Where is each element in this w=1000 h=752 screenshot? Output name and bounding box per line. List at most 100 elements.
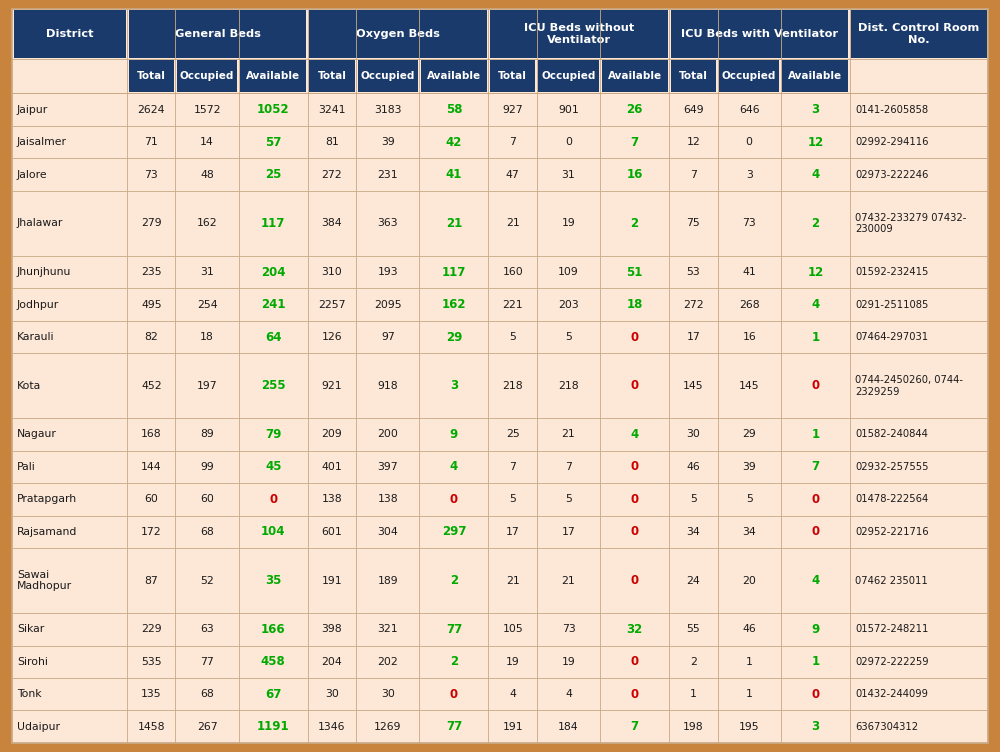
Text: Pratapgarh: Pratapgarh <box>17 494 77 505</box>
Text: 97: 97 <box>381 332 395 342</box>
Text: 1191: 1191 <box>257 720 290 733</box>
Text: 34: 34 <box>686 527 700 537</box>
Text: 45: 45 <box>265 460 282 474</box>
Text: 39: 39 <box>381 137 395 147</box>
Text: 2624: 2624 <box>138 105 165 114</box>
Text: 193: 193 <box>377 267 398 277</box>
Text: 458: 458 <box>261 655 286 669</box>
Text: 221: 221 <box>502 299 523 310</box>
Text: 0: 0 <box>269 493 277 506</box>
Text: 9: 9 <box>811 623 819 635</box>
Text: Occupied: Occupied <box>180 71 234 81</box>
Text: 0: 0 <box>811 493 819 506</box>
Text: 7: 7 <box>631 135 639 149</box>
Text: 77: 77 <box>446 623 462 635</box>
Text: 272: 272 <box>683 299 704 310</box>
Text: Total: Total <box>137 71 166 81</box>
Text: 30: 30 <box>325 690 339 699</box>
Text: Total: Total <box>318 71 346 81</box>
Text: 64: 64 <box>265 331 282 344</box>
Text: 25: 25 <box>506 429 520 439</box>
Text: Sawai
Madhopur: Sawai Madhopur <box>17 570 72 591</box>
Text: 0: 0 <box>631 493 639 506</box>
Text: 02992-294116: 02992-294116 <box>855 137 928 147</box>
Text: 77: 77 <box>446 720 462 733</box>
Text: 168: 168 <box>141 429 162 439</box>
Text: 75: 75 <box>686 218 700 229</box>
Text: 191: 191 <box>322 575 342 586</box>
Text: 0: 0 <box>811 688 819 701</box>
Text: 0291-2511085: 0291-2511085 <box>855 299 928 310</box>
Text: 2: 2 <box>811 217 819 230</box>
Text: 46: 46 <box>742 624 756 634</box>
Text: 0: 0 <box>631 688 639 701</box>
Text: 166: 166 <box>261 623 286 635</box>
Text: Available: Available <box>788 71 842 81</box>
Text: 12: 12 <box>807 135 823 149</box>
Bar <box>782 60 848 92</box>
Text: 7: 7 <box>631 720 639 733</box>
Text: 19: 19 <box>562 218 575 229</box>
Text: 67: 67 <box>265 688 281 701</box>
Text: 02932-257555: 02932-257555 <box>855 462 928 472</box>
Text: 203: 203 <box>558 299 579 310</box>
Text: 363: 363 <box>377 218 398 229</box>
Text: 0141-2605858: 0141-2605858 <box>855 105 928 114</box>
Text: 01582-240844: 01582-240844 <box>855 429 928 439</box>
Text: 1346: 1346 <box>318 722 346 732</box>
Text: 279: 279 <box>141 218 162 229</box>
Text: Occupied: Occupied <box>361 71 415 81</box>
Text: 1572: 1572 <box>193 105 221 114</box>
Text: 195: 195 <box>739 722 759 732</box>
Bar <box>538 60 599 92</box>
Text: 321: 321 <box>377 624 398 634</box>
Text: 4: 4 <box>811 298 819 311</box>
Text: 29: 29 <box>446 331 462 344</box>
Text: Sikar: Sikar <box>17 624 44 634</box>
Text: Dist. Control Room
No.: Dist. Control Room No. <box>858 23 980 45</box>
Text: 198: 198 <box>683 722 704 732</box>
Text: Total: Total <box>498 71 527 81</box>
Text: 55: 55 <box>686 624 700 634</box>
Text: 5: 5 <box>509 332 516 342</box>
Text: 297: 297 <box>442 526 466 538</box>
Text: 0: 0 <box>631 379 639 393</box>
Text: 2: 2 <box>450 655 458 669</box>
Text: 918: 918 <box>377 381 398 391</box>
Text: 202: 202 <box>377 656 398 667</box>
Text: Rajsamand: Rajsamand <box>17 527 77 537</box>
Text: 02973-222246: 02973-222246 <box>855 170 928 180</box>
Bar <box>719 60 779 92</box>
Text: 0: 0 <box>450 688 458 701</box>
Text: 21: 21 <box>506 575 520 586</box>
Text: Total: Total <box>679 71 708 81</box>
Text: 58: 58 <box>446 103 462 116</box>
Text: 204: 204 <box>261 265 286 278</box>
Text: Jalore: Jalore <box>17 170 48 180</box>
Text: 4: 4 <box>509 690 516 699</box>
Text: 99: 99 <box>200 462 214 472</box>
Text: 1: 1 <box>811 428 819 441</box>
Text: 41: 41 <box>742 267 756 277</box>
Text: 0: 0 <box>565 137 572 147</box>
Text: 47: 47 <box>506 170 520 180</box>
Text: 4: 4 <box>811 574 819 587</box>
Bar <box>602 60 668 92</box>
Text: 0: 0 <box>631 331 639 344</box>
Bar <box>129 11 306 58</box>
Text: 204: 204 <box>322 656 342 667</box>
Text: 0: 0 <box>811 526 819 538</box>
Text: 73: 73 <box>742 218 756 229</box>
Text: 0: 0 <box>811 379 819 393</box>
Text: 241: 241 <box>261 298 286 311</box>
Text: 26: 26 <box>626 103 643 116</box>
Text: 07462 235011: 07462 235011 <box>855 575 928 586</box>
Text: 117: 117 <box>442 265 466 278</box>
Text: 1: 1 <box>746 690 753 699</box>
Text: 4: 4 <box>450 460 458 474</box>
Text: 5: 5 <box>565 332 572 342</box>
Text: 162: 162 <box>197 218 217 229</box>
Bar <box>358 60 418 92</box>
Text: 46: 46 <box>686 462 700 472</box>
Text: 01592-232415: 01592-232415 <box>855 267 928 277</box>
